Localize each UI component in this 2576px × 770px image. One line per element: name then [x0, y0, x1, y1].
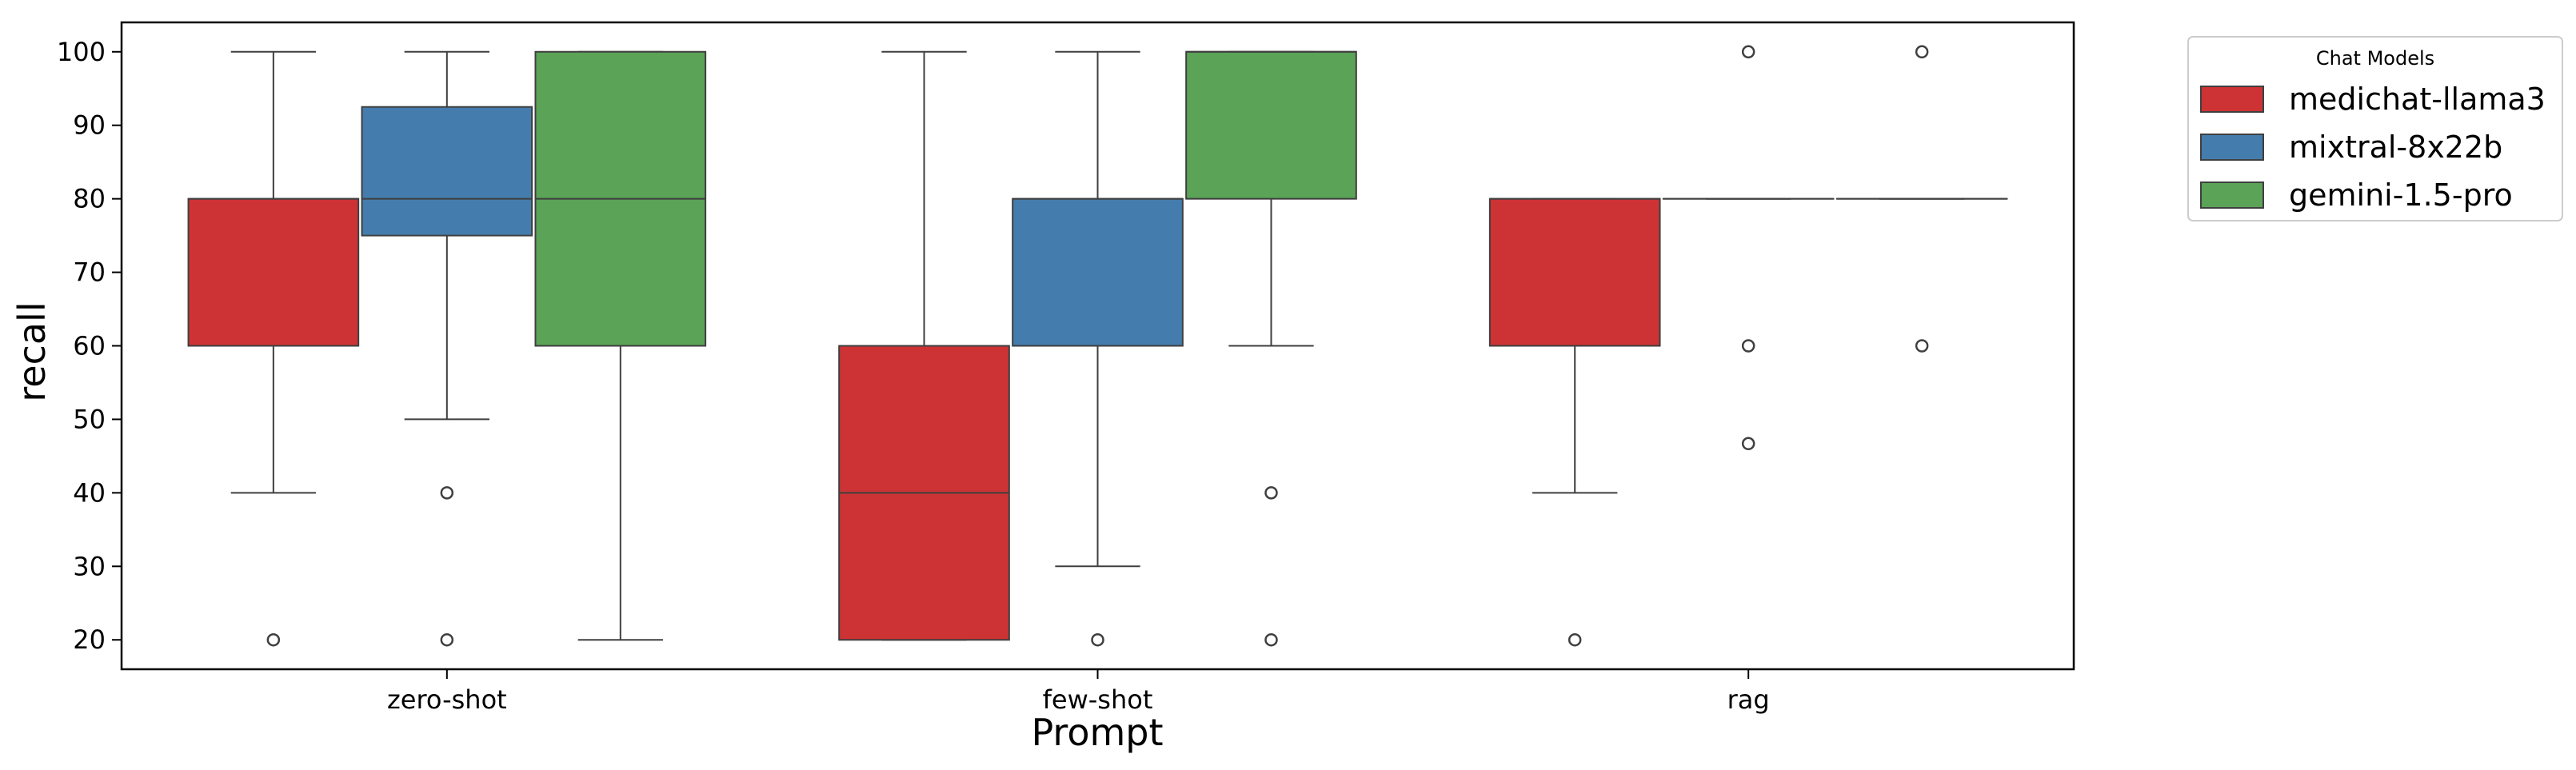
- legend-label: gemini-1.5-pro: [2289, 178, 2513, 213]
- outlier-point: [1568, 632, 1582, 647]
- outlier-point: [440, 486, 454, 500]
- x-tick-label: zero-shot: [387, 684, 507, 715]
- box-mixtral-8x22b-zero-shot: [361, 50, 533, 647]
- y-tick-label: 100: [57, 37, 106, 67]
- legend-swatch: [2200, 182, 2264, 209]
- legend-swatch: [2200, 134, 2264, 161]
- legend: Chat Models medichat-llama3 mixtral-8x22b…: [2187, 36, 2563, 221]
- y-tick-label: 20: [73, 624, 106, 655]
- y-tick-label: 30: [73, 551, 106, 581]
- legend-label: mixtral-8x22b: [2289, 130, 2502, 165]
- y-tick-label: 60: [73, 331, 106, 361]
- outlier-point: [1091, 632, 1104, 647]
- outlier-point: [1915, 339, 1929, 353]
- box-iqr: [1185, 50, 1357, 200]
- y-tick-label: 50: [73, 404, 106, 434]
- y-axis-title: recall: [10, 301, 54, 401]
- box-iqr: [187, 197, 360, 347]
- box-medichat-llama3-zero-shot: [187, 50, 360, 647]
- y-tick-label: 40: [73, 477, 106, 508]
- plot-area: [187, 45, 2008, 647]
- box-iqr: [1488, 197, 1661, 347]
- box-gemini-1.5-pro-zero-shot: [534, 50, 707, 641]
- legend-label: medichat-llama3: [2289, 82, 2546, 117]
- box-iqr: [361, 106, 533, 237]
- outlier-point: [440, 632, 454, 647]
- outlier-point: [1264, 486, 1278, 500]
- outlier-point: [1741, 437, 1755, 451]
- outlier-point: [1741, 45, 1755, 59]
- y-tick-label: 80: [73, 184, 106, 214]
- legend-title: Chat Models: [2316, 47, 2434, 70]
- legend-frame: [2187, 36, 2563, 221]
- outlier-point: [1741, 339, 1755, 353]
- box-gemini-1.5-pro-few-shot: [1185, 50, 1357, 647]
- box-iqr: [1012, 197, 1184, 347]
- legend-swatch: [2200, 86, 2264, 113]
- box-medichat-llama3-few-shot: [838, 50, 1010, 641]
- outlier-point: [1264, 632, 1278, 647]
- x-axis-title: Prompt: [1031, 711, 1163, 754]
- y-tick-label: 70: [73, 257, 106, 288]
- outlier-point: [266, 632, 281, 647]
- x-tick-label: rag: [1727, 684, 1770, 715]
- box-medichat-llama3-rag: [1488, 197, 1661, 647]
- outlier-point: [1915, 45, 1929, 59]
- box-mixtral-8x22b-few-shot: [1012, 50, 1184, 647]
- box-gemini-1.5-pro-rag: [1835, 45, 2008, 353]
- box-mixtral-8x22b-rag: [1662, 45, 1835, 451]
- y-tick-label: 90: [73, 110, 106, 141]
- x-tick-label: few-shot: [1043, 684, 1153, 715]
- axes: 20 30 40 50 60 70 80 90 100 zero-shot few-shot rag: [57, 21, 2075, 715]
